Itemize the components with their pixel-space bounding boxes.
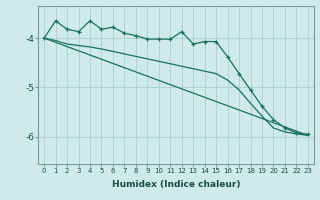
X-axis label: Humidex (Indice chaleur): Humidex (Indice chaleur): [112, 180, 240, 189]
